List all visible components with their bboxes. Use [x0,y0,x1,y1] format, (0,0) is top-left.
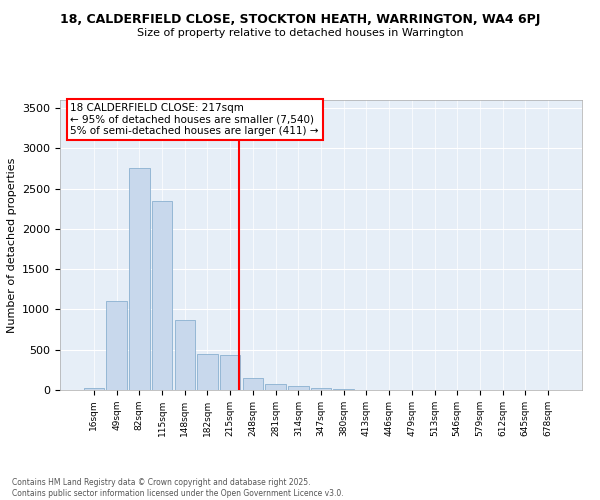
Bar [311,388,331,390]
Y-axis label: Number of detached properties: Number of detached properties [7,158,17,332]
Bar [288,386,308,390]
Text: 18 CALDERFIELD CLOSE: 217sqm
← 95% of detached houses are smaller (7,540)
5% of : 18 CALDERFIELD CLOSE: 217sqm ← 95% of de… [70,103,319,136]
Bar [129,168,149,390]
Bar [197,354,218,390]
Bar [334,389,354,390]
Bar [106,302,127,390]
Bar [175,320,195,390]
Bar [84,388,104,390]
Text: Contains HM Land Registry data © Crown copyright and database right 2025.
Contai: Contains HM Land Registry data © Crown c… [12,478,344,498]
Bar [152,200,172,390]
Bar [242,378,263,390]
Text: 18, CALDERFIELD CLOSE, STOCKTON HEATH, WARRINGTON, WA4 6PJ: 18, CALDERFIELD CLOSE, STOCKTON HEATH, W… [60,12,540,26]
Bar [220,354,241,390]
Text: Size of property relative to detached houses in Warrington: Size of property relative to detached ho… [137,28,463,38]
Bar [265,384,286,390]
